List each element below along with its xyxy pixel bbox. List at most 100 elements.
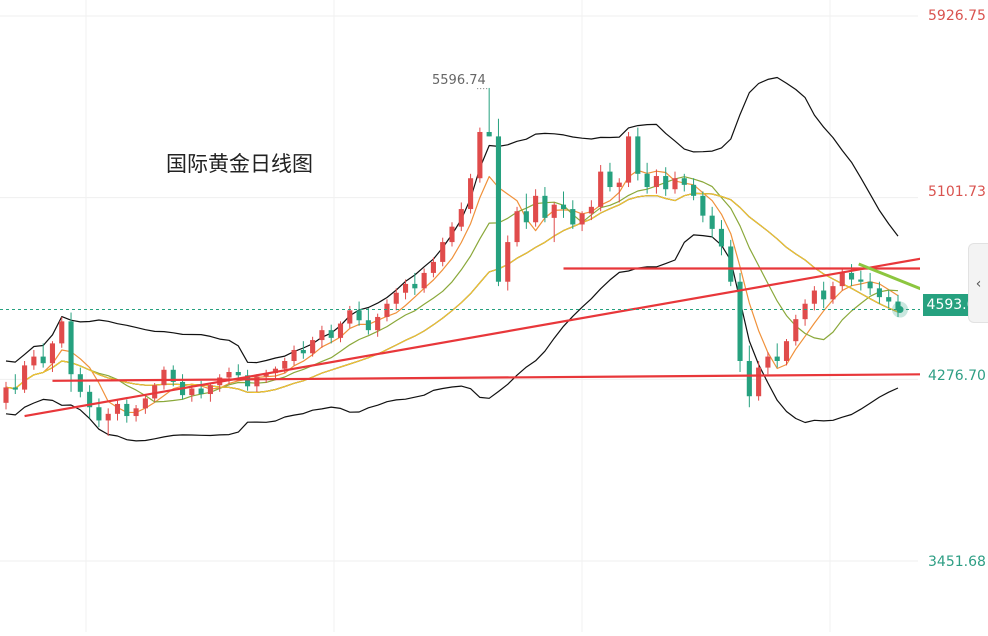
candle-body — [505, 242, 511, 282]
candle-body — [170, 369, 176, 382]
candle-body — [3, 387, 9, 403]
candle-body — [830, 286, 836, 300]
candle-body — [625, 136, 632, 183]
candle-body — [68, 321, 74, 375]
candle-body — [365, 320, 371, 331]
candle-body — [105, 413, 111, 421]
candle-body — [263, 373, 269, 377]
candle-body — [848, 272, 855, 280]
candle-body — [551, 204, 557, 218]
current-price-dot — [896, 306, 904, 314]
candle-body — [40, 356, 46, 364]
candle-body — [114, 403, 121, 414]
candle-body — [77, 374, 83, 392]
candle-body — [691, 184, 697, 196]
candle-body — [672, 178, 678, 190]
candle-body — [783, 341, 790, 361]
candle-body — [402, 283, 409, 293]
price-tick-label: 3451.68 — [928, 554, 986, 570]
candle-body — [328, 330, 334, 338]
candle-body — [793, 319, 799, 342]
candle-body — [347, 310, 353, 324]
candle-body — [124, 403, 130, 417]
candle-body — [821, 290, 827, 300]
candle-body — [598, 171, 604, 207]
candle-body — [700, 195, 706, 216]
candle-body — [22, 365, 28, 390]
candle-body — [458, 209, 464, 227]
candle-body — [161, 369, 167, 386]
moving-average-10 — [5, 176, 899, 403]
bollinger-upper-band — [5, 76, 899, 364]
candle-body — [245, 375, 251, 387]
candle-body — [635, 136, 641, 174]
candle-body — [142, 398, 148, 409]
candle-body — [895, 301, 901, 310]
candle-body — [718, 228, 725, 247]
candle-body — [560, 204, 567, 210]
candle-body — [746, 360, 752, 397]
candle-body — [440, 242, 446, 262]
candle-body — [468, 178, 474, 210]
candle-body — [644, 173, 650, 188]
candle-body — [198, 388, 204, 395]
candle-body — [291, 349, 297, 361]
candle-body — [839, 272, 845, 287]
candle-body — [337, 323, 344, 338]
candle-body — [802, 303, 808, 320]
candle-body — [477, 131, 483, 179]
candle-body — [886, 297, 892, 302]
candle-body — [709, 215, 715, 229]
candle-body — [300, 349, 306, 354]
candle-body — [59, 321, 65, 344]
candle-body — [310, 340, 316, 354]
candle-body — [486, 131, 492, 137]
candle-body — [384, 303, 390, 317]
candle-body — [393, 292, 399, 304]
candle-body — [356, 310, 362, 321]
candle-body — [87, 391, 93, 408]
candle-body — [49, 343, 56, 364]
candle-body — [12, 387, 18, 390]
candle-body — [31, 356, 37, 366]
candle-body — [756, 367, 762, 397]
candle-body — [235, 372, 241, 376]
candle-body — [514, 211, 520, 243]
collapse-panel-button[interactable]: ‹ — [968, 243, 988, 323]
candle-body — [152, 385, 158, 399]
candle-body — [533, 195, 539, 223]
candle-body — [282, 360, 288, 369]
bollinger-lower-band — [5, 234, 899, 442]
candle-body — [189, 388, 195, 396]
candle-body — [588, 206, 594, 214]
candle-body — [811, 290, 817, 304]
candle-body — [430, 261, 436, 273]
price-tick-label: 4276.70 — [928, 368, 986, 384]
chevron-left-icon: ‹ — [975, 276, 982, 292]
candle-body — [449, 226, 455, 243]
candle-body — [133, 408, 139, 417]
candle-body — [876, 288, 882, 298]
candle-body — [495, 136, 502, 282]
chart-title: 国际黄金日线图 — [166, 152, 313, 176]
candle-body — [858, 279, 864, 282]
price-tick-label: 5926.75 — [928, 8, 986, 24]
trendline — [24, 254, 941, 418]
candle-body — [774, 356, 780, 361]
peak-price-label: 5596.74 — [432, 73, 486, 88]
candle-body — [412, 283, 418, 289]
candle-body — [319, 330, 325, 341]
candle-body — [254, 376, 260, 387]
candle-body — [226, 372, 232, 378]
candle-body — [653, 176, 659, 188]
candle-body — [207, 385, 213, 395]
candle-body — [96, 407, 102, 421]
candle-body — [663, 176, 669, 190]
candle-body — [616, 182, 622, 188]
candle-body — [421, 272, 427, 289]
candle-body — [579, 213, 585, 225]
candle-body — [737, 281, 743, 361]
trendline — [52, 373, 940, 382]
